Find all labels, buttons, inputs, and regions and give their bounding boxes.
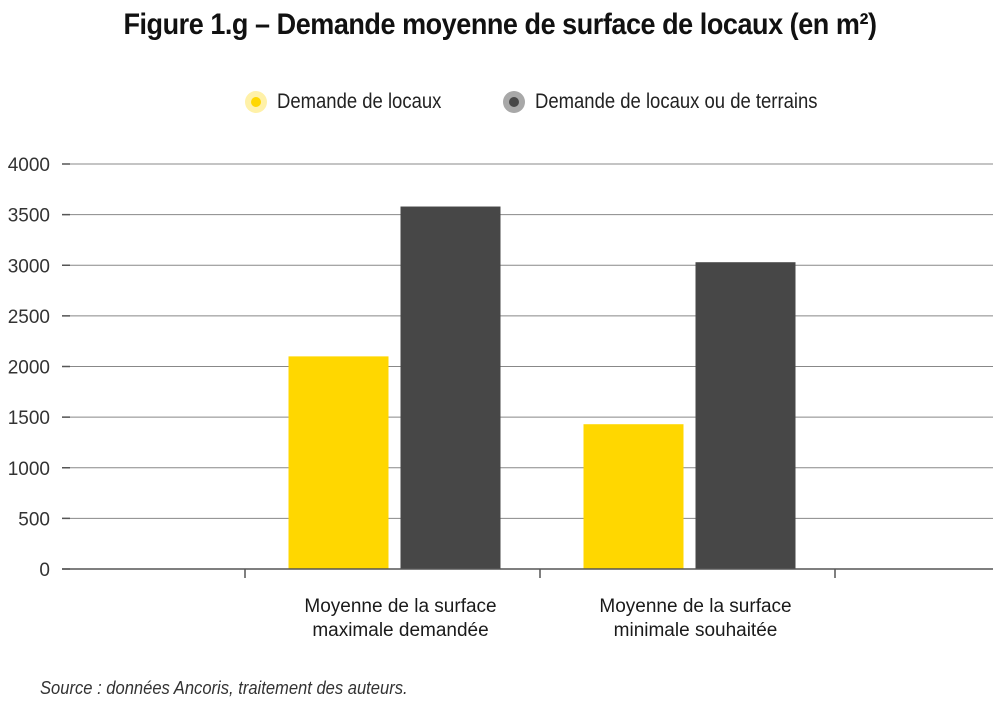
bar-demande-de-locaux [288,356,389,569]
bar-demande-de-locaux-ou-de-terrains [695,262,796,569]
x-category-label: Moyenne de la surface [599,596,791,617]
y-tick-label: 1500 [8,408,50,429]
bar-demande-de-locaux [583,424,684,569]
y-tick-label: 2000 [8,358,50,379]
legend-item-demande-de-locaux-ou-de-terrains: Demande de locaux ou de terrains [503,90,856,114]
y-tick-label: 500 [18,509,50,530]
axes [62,163,993,578]
legend-item-demande-de-locaux: Demande de locaux [245,90,464,114]
y-tick-label: 4000 [8,155,50,176]
legend-marker-icon [245,91,267,113]
legend-label: Demande de locaux ou de terrains [535,90,818,113]
legend-marker-icon [503,91,525,113]
legend-label: Demande de locaux [277,90,442,113]
x-category-label: Moyenne de la surface [304,596,496,617]
bars [288,206,796,569]
gridlines [62,163,993,519]
x-category-label: maximale demandée [312,620,488,641]
y-tick-label: 0 [39,560,50,581]
y-tick-label: 2500 [8,307,50,328]
y-tick-label: 3500 [8,206,50,227]
axis-labels: 0 500 1000 1500 2000 2500 3000 3500 4000 Moyenne … [8,155,792,641]
chart-title: Figure 1.g – Demande moyenne de surface … [123,8,877,41]
bar-demande-de-locaux-ou-de-terrains [400,206,501,569]
source-note: Source : données Ancoris, traitement des… [40,678,408,698]
x-category-label: minimale souhaitée [614,620,778,641]
y-tick-label: 1000 [8,459,50,480]
legend: Demande de locaux Demande de locaux ou d… [0,90,1000,120]
y-tick-label: 3000 [8,256,50,277]
